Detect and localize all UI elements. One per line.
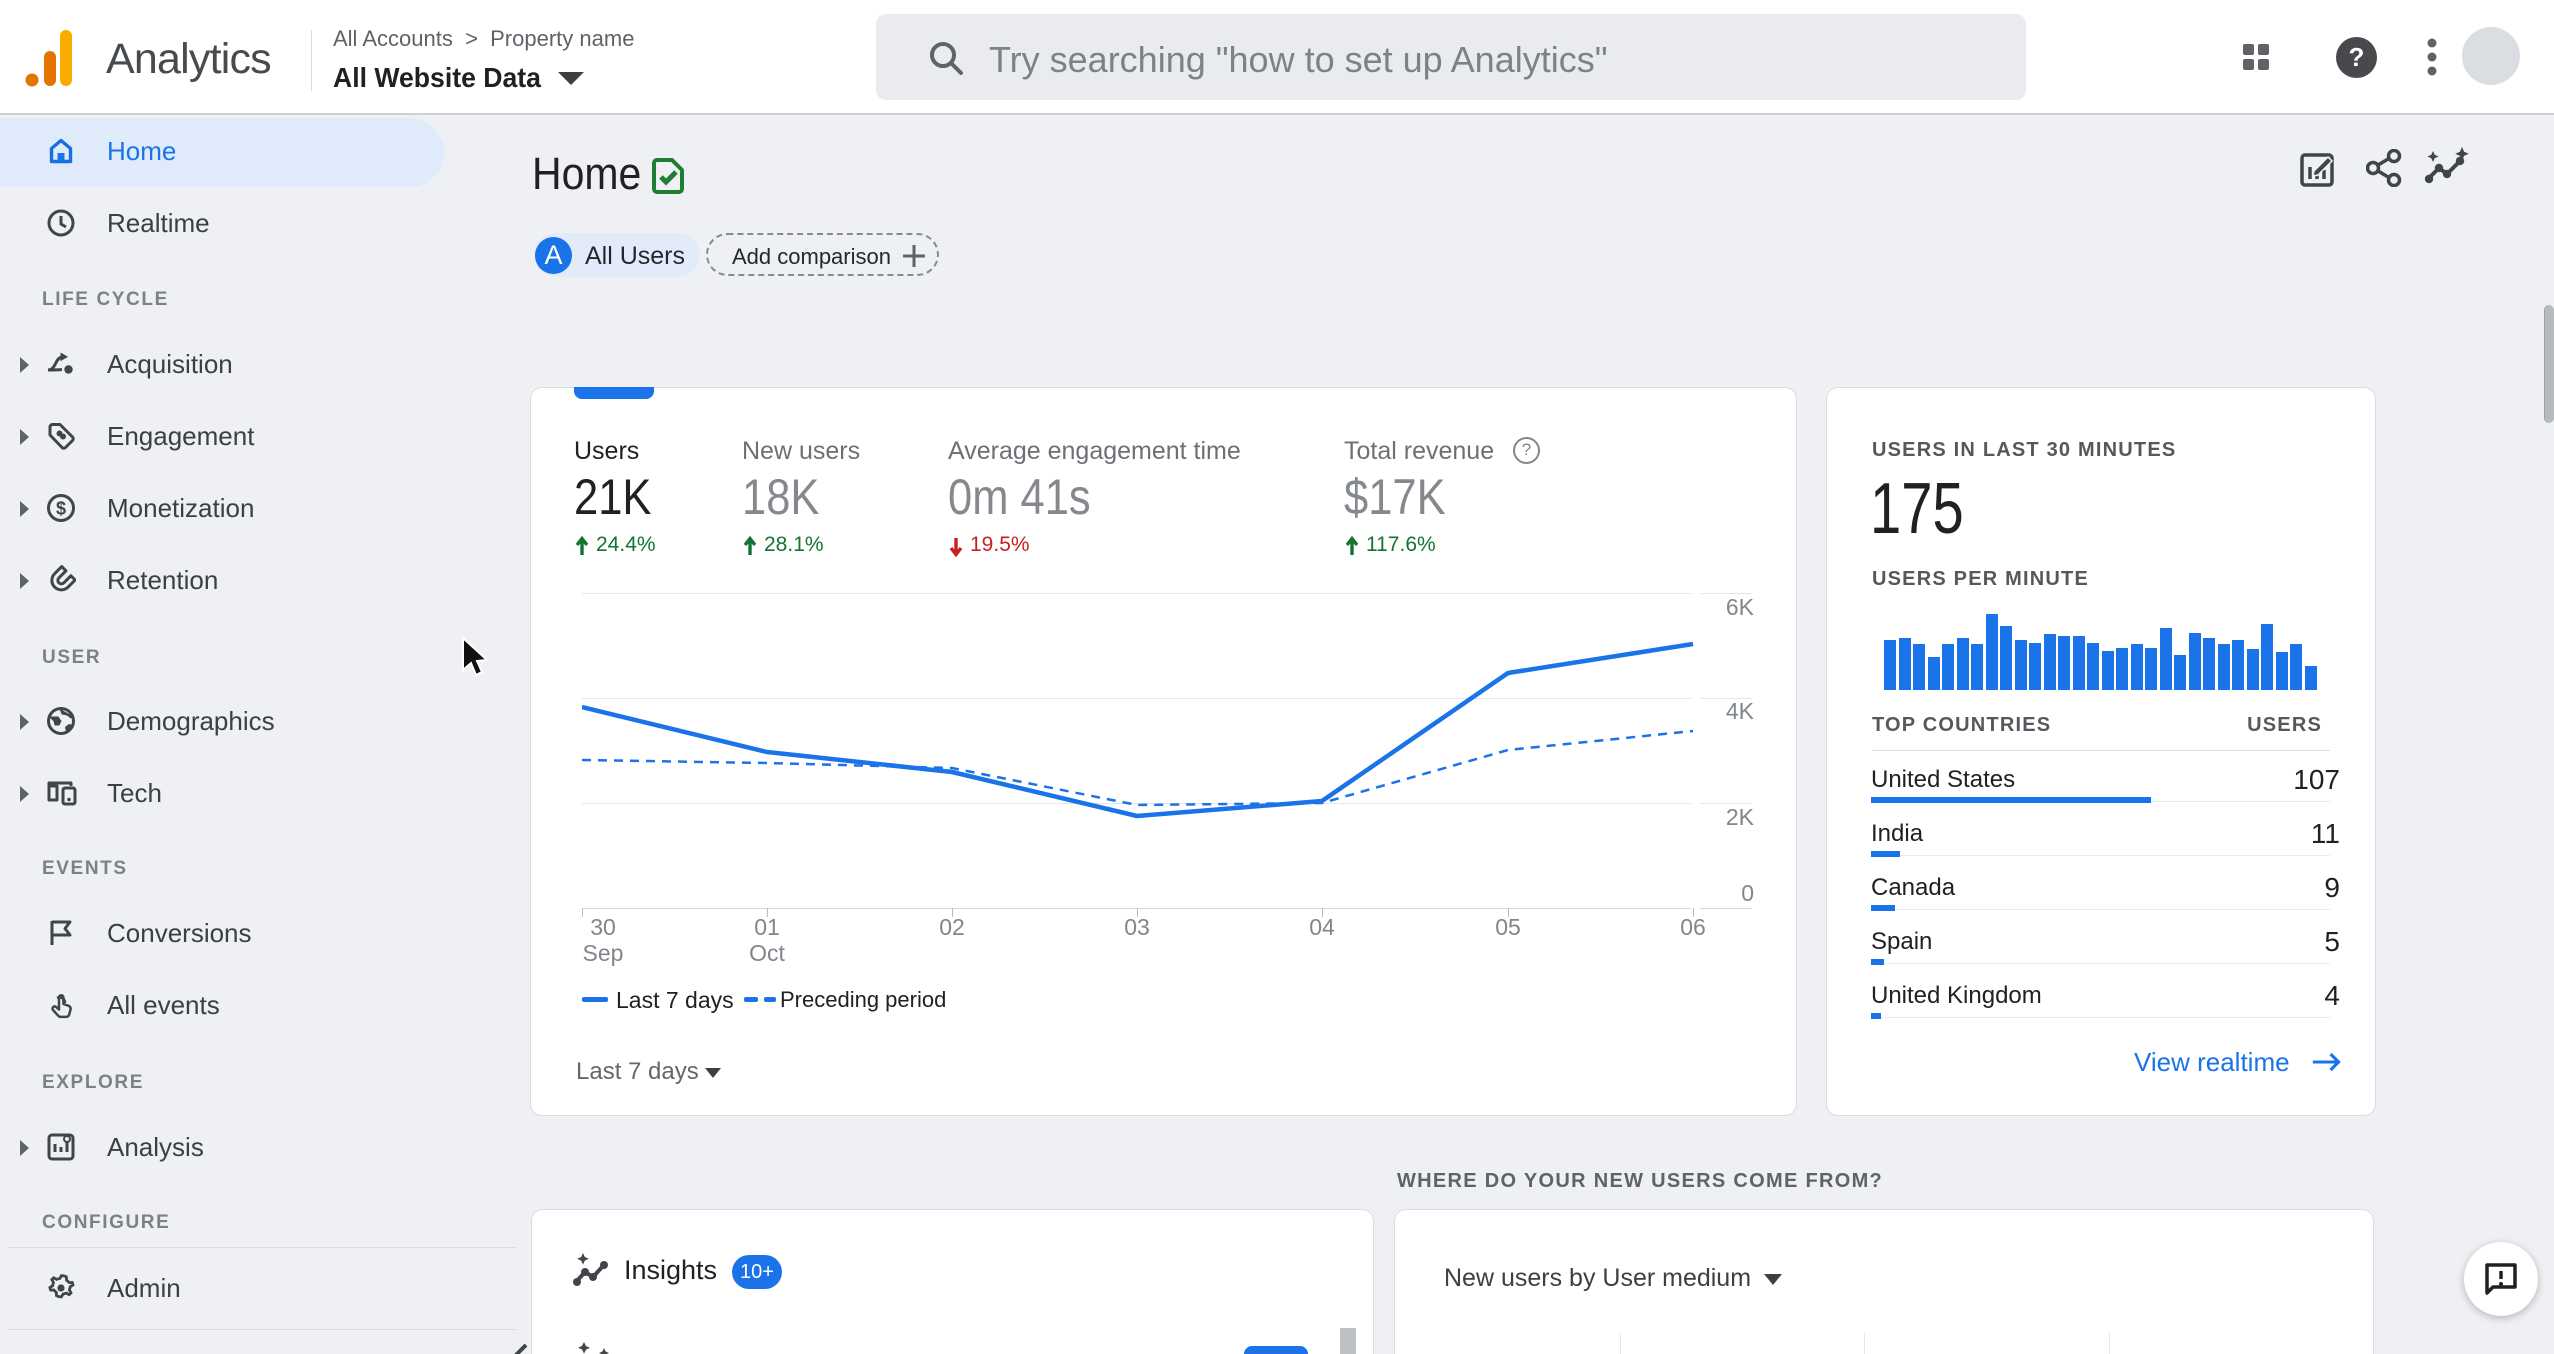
svg-text:$: $ xyxy=(56,499,66,519)
